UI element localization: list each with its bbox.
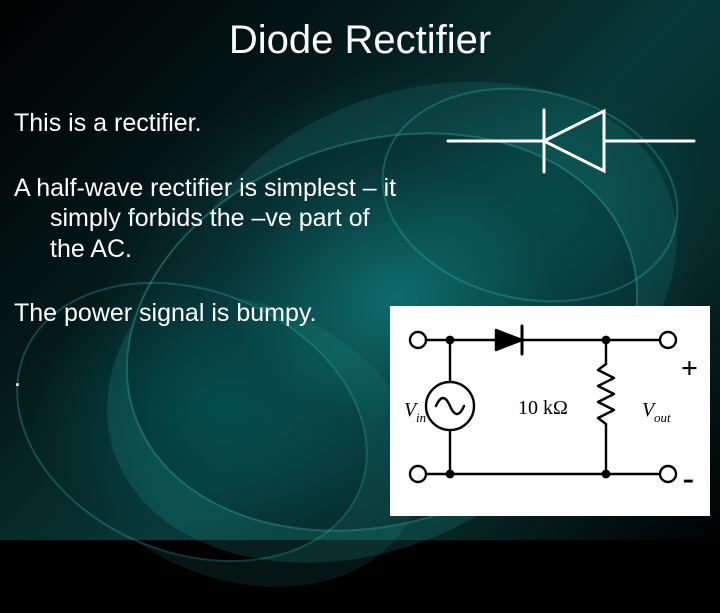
body-text: This is a rectifier. A half-wave rectifi… — [14, 108, 404, 427]
circuit-diagram: V in 10 kΩ V out + - — [390, 306, 710, 516]
plus-label: + — [681, 352, 698, 386]
paragraph-1: This is a rectifier. — [14, 108, 404, 139]
slide-content: Diode Rectifier This is a rectifier. A h… — [0, 0, 720, 540]
svg-text:10 kΩ: 10 kΩ — [518, 397, 568, 419]
paragraph-3: The power signal is bumpy. — [14, 298, 404, 329]
diode-symbol — [446, 98, 696, 184]
paragraph-2: A half-wave rectifier is simplest – it s… — [14, 173, 404, 265]
minus-label: - — [683, 460, 694, 498]
svg-text:in: in — [416, 410, 426, 425]
page-title: Diode Rectifier — [0, 18, 720, 63]
paragraph-4: . — [14, 363, 404, 394]
svg-text:out: out — [654, 410, 671, 425]
